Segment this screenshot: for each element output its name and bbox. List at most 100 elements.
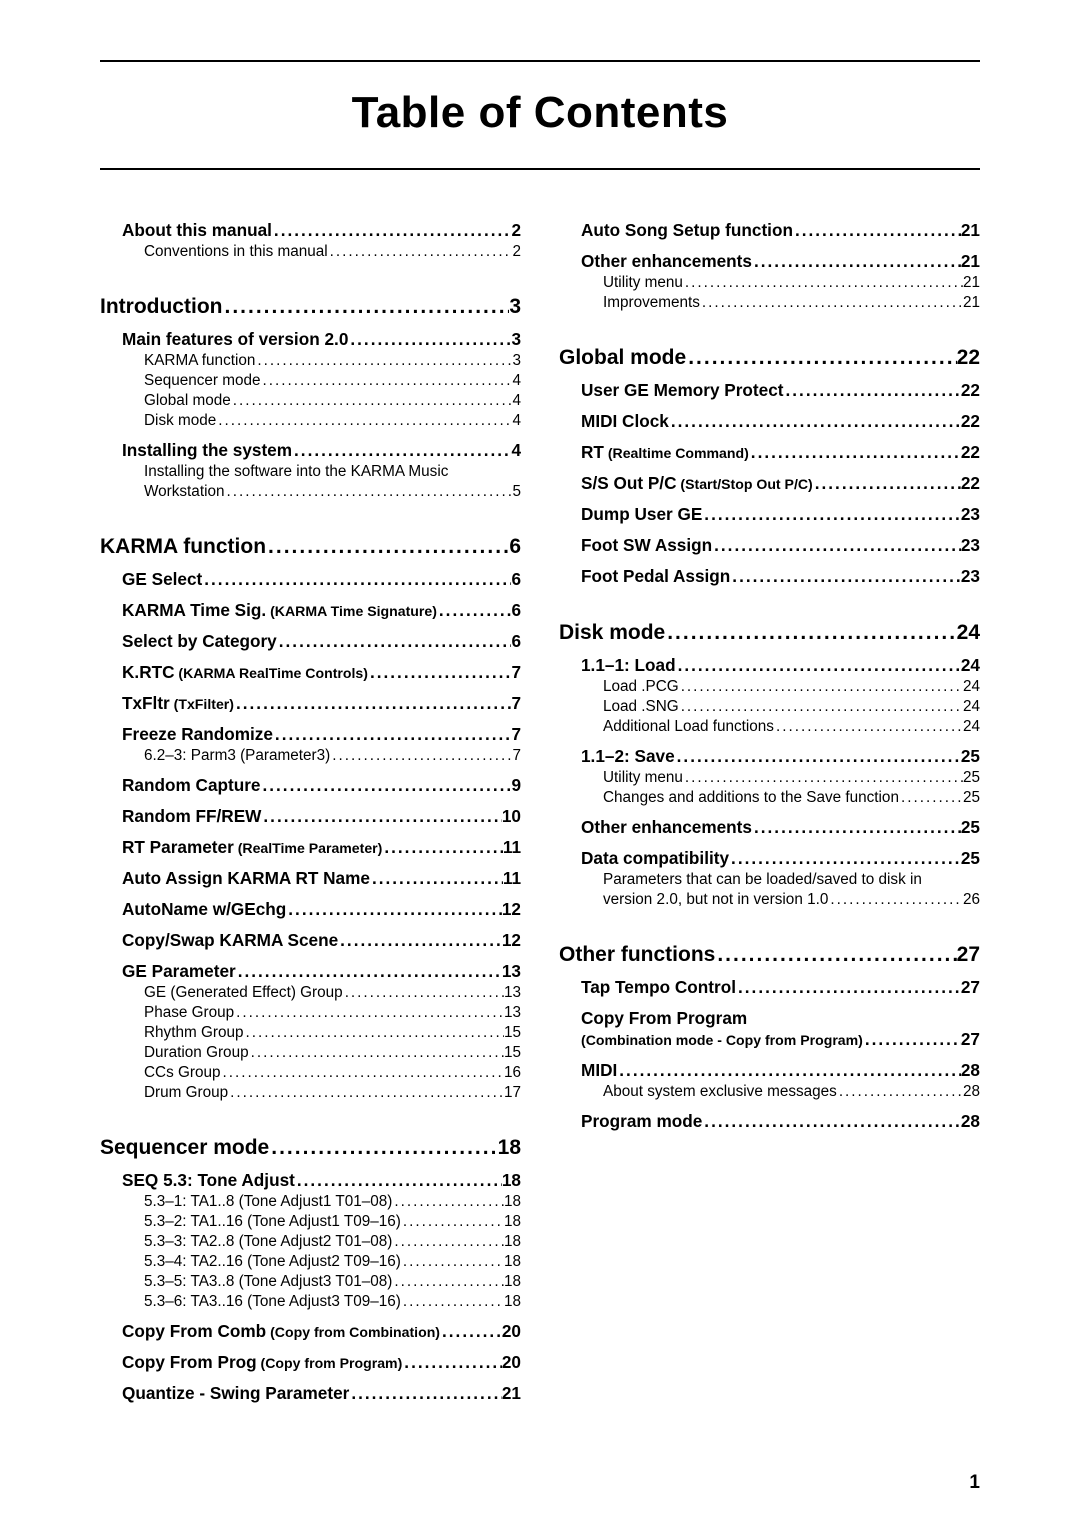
toc-page: 18 [504, 1193, 521, 1211]
toc-entry: Dump User GE............................… [559, 504, 980, 525]
toc-entry: Quantize - Swing Parameter..............… [100, 1383, 521, 1404]
toc-entry: Program mode............................… [559, 1111, 980, 1132]
toc-label: KARMA Time Sig. (KARMA Time Signature) [122, 600, 437, 621]
toc-label: Foot Pedal Assign [581, 566, 730, 587]
toc-label: Random FF/REW [122, 806, 261, 827]
toc-entry: AutoName w/GEchg........................… [100, 899, 521, 920]
toc-entry: 5.3–5: TA3..8 (Tone Adjust3 T01–08).....… [100, 1273, 521, 1291]
toc-entry: GE Parameter............................… [100, 961, 521, 982]
toc-entry: 5.3–3: TA2..8 (Tone Adjust2 T01–08).....… [100, 1233, 521, 1251]
toc-page: 21 [502, 1383, 521, 1404]
toc-leader: ........................................… [255, 352, 512, 370]
toc-sublabel: (KARMA Time Signature) [266, 603, 437, 619]
toc-label: Utility menu [603, 769, 683, 787]
toc-label: Improvements [603, 294, 700, 312]
toc-label: 5.3–2: TA1..16 (Tone Adjust1 T09–16) [144, 1213, 401, 1231]
toc-page: 21 [963, 294, 980, 312]
toc-page: 24 [963, 698, 980, 716]
toc-entry: Disk mode...............................… [559, 621, 980, 645]
toc-entry: KARMA Time Sig. (KARMA Time Signature)..… [100, 600, 521, 621]
toc-page: 7 [511, 693, 521, 714]
toc-leader: ........................................… [702, 1111, 961, 1132]
toc-page: 22 [961, 380, 980, 401]
toc-page: 16 [504, 1064, 521, 1082]
toc-label: Copy From Comb (Copy from Combination) [122, 1321, 440, 1342]
toc-leader: ........................................… [675, 746, 961, 767]
toc-leader: ........................................… [269, 1136, 497, 1160]
toc-entry: 5.3–2: TA1..16 (Tone Adjust1 T09–16)....… [100, 1213, 521, 1231]
toc-page: 27 [961, 977, 980, 998]
toc-entry: Data compatibility......................… [559, 848, 980, 869]
toc-entry: (Combination mode - Copy from Program)..… [559, 1029, 980, 1050]
toc-label: GE (Generated Effect) Group [144, 984, 343, 1002]
toc-leader: ........................................… [295, 1170, 502, 1191]
toc-entry: SEQ 5.3: Tone Adjust....................… [100, 1170, 521, 1191]
toc-leader: ........................................… [617, 1060, 961, 1081]
toc-label: Other functions [559, 943, 715, 967]
toc-label: KARMA function [100, 535, 266, 559]
toc-page: 28 [963, 1083, 980, 1101]
toc-leader: ........................................… [234, 693, 511, 714]
toc-label: Dump User GE [581, 504, 702, 525]
toc-leader: ........................................… [338, 930, 502, 951]
toc-page: 25 [963, 769, 980, 787]
toc-entry: RT Parameter (RealTime Parameter).......… [100, 837, 521, 858]
toc-leader: ........................................… [736, 977, 961, 998]
toc-label: About this manual [122, 220, 272, 241]
toc-label: User GE Memory Protect [581, 380, 784, 401]
toc-leader: ........................................… [899, 789, 963, 807]
toc-label: Utility menu [603, 274, 683, 292]
toc-leader: ........................................… [348, 329, 511, 350]
toc-leader: ........................................… [392, 1233, 504, 1251]
toc-leader: ........................................… [679, 698, 963, 716]
toc-entry: Installing the system...................… [100, 440, 521, 461]
toc-leader: ........................................… [669, 411, 961, 432]
toc-leader: ........................................… [349, 1383, 502, 1404]
toc-leader: ........................................… [370, 868, 503, 889]
toc-leader: ........................................… [752, 251, 961, 272]
toc-leader: ........................................… [730, 566, 961, 587]
toc-leader: ........................................… [249, 1044, 504, 1062]
toc-leader: ........................................… [749, 442, 961, 463]
toc-leader: ........................................… [368, 662, 512, 683]
toc-page: 27 [961, 1029, 980, 1050]
toc-page: 15 [504, 1044, 521, 1062]
toc-label: SEQ 5.3: Tone Adjust [122, 1170, 295, 1191]
toc-entry: Global mode.............................… [100, 392, 521, 410]
toc-page: 12 [502, 899, 521, 920]
toc-sublabel: (Copy from Combination) [266, 1324, 440, 1340]
toc-column-left: About this manual.......................… [100, 220, 521, 1404]
toc-entry: Copy From Program [559, 1008, 980, 1029]
toc-entry: Copy From Prog (Copy from Program)......… [100, 1352, 521, 1373]
toc-page: 3 [509, 295, 521, 319]
toc-columns: About this manual.......................… [100, 220, 980, 1404]
toc-page: 18 [504, 1253, 521, 1271]
toc-sublabel: (Realtime Command) [604, 445, 749, 461]
toc-page: 13 [502, 961, 521, 982]
page-title: Table of Contents [100, 88, 980, 138]
toc-leader: ........................................… [277, 631, 512, 652]
toc-entry: TxFltr (TxFilter).......................… [100, 693, 521, 714]
toc-page: 2 [511, 220, 521, 241]
toc-page: 24 [963, 718, 980, 736]
toc-label: Select by Category [122, 631, 277, 652]
toc-label: About system exclusive messages [603, 1083, 837, 1101]
toc-label: Data compatibility [581, 848, 729, 869]
toc-leader: ........................................… [261, 806, 501, 827]
toc-page: 11 [503, 868, 521, 889]
toc-label: Sequencer mode [100, 1136, 269, 1160]
toc-entry: MIDI Clock..............................… [559, 411, 980, 432]
toc-page: 4 [512, 412, 521, 430]
toc-leader: ........................................… [683, 274, 963, 292]
toc-leader: ........................................… [676, 655, 961, 676]
toc-label: Load .PCG [603, 678, 679, 696]
toc-leader: ........................................… [715, 943, 956, 967]
toc-leader: ........................................… [863, 1029, 961, 1050]
toc-column-right: Auto Song Setup function................… [559, 220, 980, 1404]
toc-label: Main features of version 2.0 [122, 329, 348, 350]
toc-page: 7 [511, 662, 521, 683]
toc-leader: ........................................… [224, 483, 512, 501]
toc-label: Program mode [581, 1111, 702, 1132]
toc-leader: ........................................… [679, 678, 963, 696]
title-block: Table of Contents [100, 60, 980, 170]
